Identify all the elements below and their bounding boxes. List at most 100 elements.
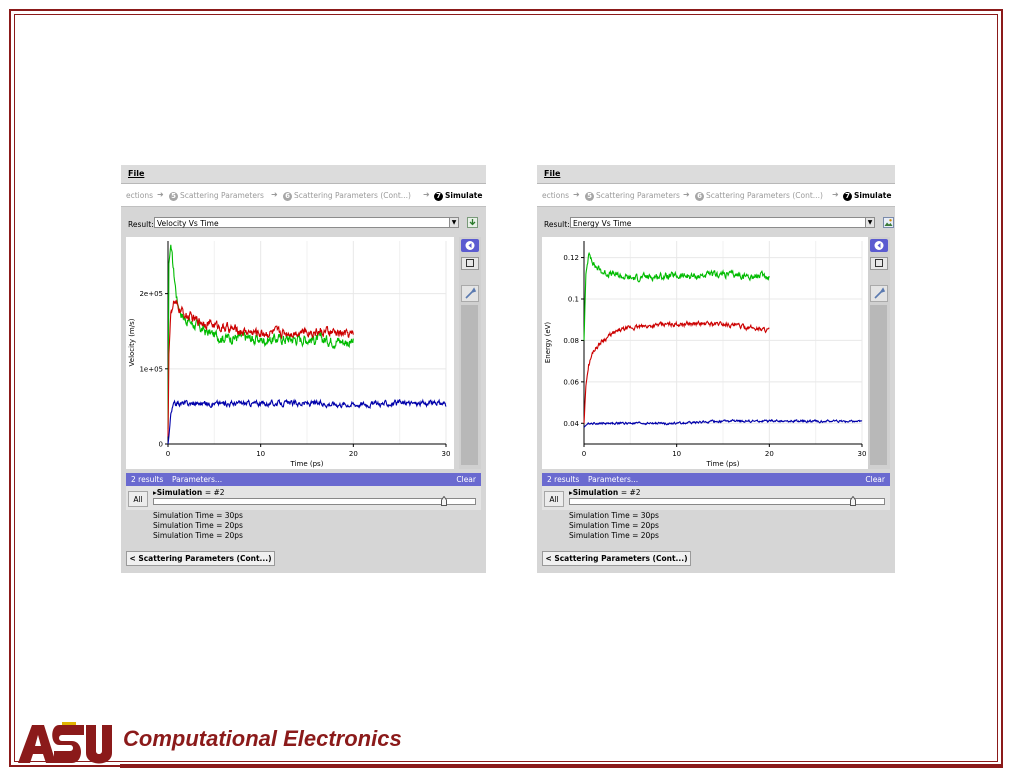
x-tick-label: 0 — [582, 450, 586, 458]
x-axis-label: Time (ps) — [706, 460, 740, 468]
list-item: Simulation Time = 20ps — [153, 531, 243, 540]
wrench-icon[interactable] — [870, 285, 888, 302]
breadcrumb-partial[interactable]: ections — [126, 191, 154, 200]
x-tick-label: 10 — [672, 450, 681, 458]
list-item: Simulation Time = 20ps — [153, 521, 243, 530]
simulation-slider[interactable] — [569, 496, 885, 506]
back-icon[interactable] — [461, 239, 479, 252]
x-tick-label: 10 — [256, 450, 265, 458]
footer-rule — [120, 764, 1003, 768]
menubar: File — [537, 165, 895, 184]
x-tick-label: 20 — [765, 450, 774, 458]
breadcrumb-label: Scattering Parameters — [596, 191, 680, 200]
y-tick-label: 0.04 — [563, 420, 579, 428]
list-item: Simulation Time = 30ps — [153, 511, 243, 520]
y-tick-label: 2e+05 — [139, 290, 163, 298]
breadcrumb: ections ➜ 5 Scattering Parameters ➜ 6 Scat… — [537, 184, 895, 207]
back-button[interactable]: < Scattering Parameters (Cont...) — [542, 551, 691, 566]
list-item: Simulation Time = 20ps — [569, 531, 659, 540]
y-tick-label: 0.08 — [563, 337, 579, 345]
simulation-value: = #2 — [620, 488, 641, 497]
x-tick-label: 30 — [858, 450, 867, 458]
breadcrumb-step-7[interactable]: 7 Simulate — [843, 191, 891, 201]
breadcrumb-step-6[interactable]: 6 Scattering Parameters (Cont...) — [695, 191, 823, 201]
arrow-icon: ➜ — [271, 190, 278, 199]
y-tick-label: 0.1 — [568, 296, 579, 304]
wrench-icon[interactable] — [461, 285, 479, 302]
simulation-list: Simulation Time = 30ps Simulation Time =… — [569, 511, 659, 541]
simulation-selector: All ▸Simulation = #2 — [542, 486, 890, 510]
velocity-chart: 0 10 20 30 0 1e+05 2e+05 Time (ps) Velocity (m/s… — [128, 241, 451, 468]
clear-button[interactable]: Clear — [456, 475, 476, 484]
y-axis-label: Energy (eV) — [544, 322, 552, 364]
slide-frame-inner — [14, 14, 998, 762]
back-icon[interactable] — [870, 239, 888, 252]
y-tick-label: 0.06 — [563, 378, 579, 386]
arrow-icon: ➜ — [832, 190, 839, 199]
series-line — [583, 251, 770, 341]
parameters-link[interactable]: Parameters... — [588, 475, 639, 484]
x-axis-label: Time (ps) — [290, 460, 324, 468]
step-number: 5 — [169, 192, 178, 201]
clear-button[interactable]: Clear — [865, 475, 885, 484]
y-tick-label: 0.12 — [563, 254, 579, 262]
file-menu[interactable]: File — [128, 169, 145, 178]
arrow-icon: ➜ — [683, 190, 690, 199]
result-label: Result: — [544, 220, 570, 229]
step-number: 7 — [843, 192, 852, 201]
breadcrumb-step-6[interactable]: 6 Scattering Parameters (Cont...) — [283, 191, 411, 201]
back-button[interactable]: < Scattering Parameters (Cont...) — [126, 551, 275, 566]
breadcrumb-label: Scattering Parameters (Cont...) — [294, 191, 411, 200]
x-tick-label: 30 — [442, 450, 451, 458]
slider-thumb[interactable] — [850, 496, 857, 506]
slider-thumb[interactable] — [440, 496, 447, 506]
step-number: 6 — [283, 192, 292, 201]
velocity-panel: File ections ➜ 5 Scattering Parameters ➜ … — [121, 165, 486, 573]
simulation-label: ▸Simulation = #2 — [569, 488, 641, 497]
breadcrumb-label: Simulate — [445, 191, 483, 200]
image-icon[interactable] — [883, 217, 894, 228]
plot-toolbar — [459, 237, 481, 469]
arrow-icon: ➜ — [157, 190, 164, 199]
breadcrumb-step-5[interactable]: 5 Scattering Parameters — [585, 191, 680, 201]
simulation-selector: All ▸Simulation = #2 — [126, 486, 481, 510]
step-number: 5 — [585, 192, 594, 201]
square-icon[interactable] — [461, 257, 479, 270]
parameters-link[interactable]: Parameters... — [172, 475, 223, 484]
breadcrumb-step-7[interactable]: 7 Simulate — [434, 191, 482, 201]
square-icon[interactable] — [870, 257, 888, 270]
result-select[interactable]: Energy Vs Time ▼ — [570, 217, 875, 228]
arrow-icon: ➜ — [423, 190, 430, 199]
menubar: File — [121, 165, 486, 184]
y-tick-label: 1e+05 — [139, 365, 163, 373]
step-number: 6 — [695, 192, 704, 201]
all-button[interactable]: All — [544, 491, 564, 507]
y-tick-label: 0 — [159, 441, 163, 449]
plot-scrollbar[interactable] — [461, 305, 478, 465]
dropdown-arrow-icon[interactable]: ▼ — [449, 218, 458, 227]
breadcrumb-partial[interactable]: ections — [542, 191, 570, 200]
all-button[interactable]: All — [128, 491, 148, 507]
results-bar: 2 results Parameters... Clear — [542, 473, 890, 486]
result-label: Result: — [128, 220, 154, 229]
download-icon[interactable] — [467, 217, 478, 228]
simulation-name: Simulation — [156, 488, 203, 497]
series-line — [583, 320, 770, 424]
simulation-slider[interactable] — [153, 496, 476, 506]
results-count: 2 results — [547, 475, 580, 484]
plot-toolbar — [868, 237, 890, 469]
plot-scrollbar[interactable] — [870, 305, 887, 465]
breadcrumb: ections ➜ 5 Scattering Parameters ➜ 6 Scat… — [121, 184, 486, 207]
plot-area: 0 10 20 30 0.04 0.06 0.08 0.1 0.12 Time (ps) Energ… — [542, 237, 870, 469]
file-menu[interactable]: File — [544, 169, 561, 178]
result-select-value: Energy Vs Time — [573, 219, 632, 228]
footer-title: Computational Electronics — [123, 726, 402, 751]
breadcrumb-label: Scattering Parameters — [180, 191, 264, 200]
simulation-list: Simulation Time = 30ps Simulation Time =… — [153, 511, 243, 541]
dropdown-arrow-icon[interactable]: ▼ — [865, 218, 874, 227]
breadcrumb-step-5[interactable]: 5 Scattering Parameters — [169, 191, 264, 201]
result-select[interactable]: Velocity Vs Time ▼ — [154, 217, 459, 228]
series-line — [583, 418, 863, 428]
step-number: 7 — [434, 192, 443, 201]
simulation-name: Simulation — [572, 488, 619, 497]
